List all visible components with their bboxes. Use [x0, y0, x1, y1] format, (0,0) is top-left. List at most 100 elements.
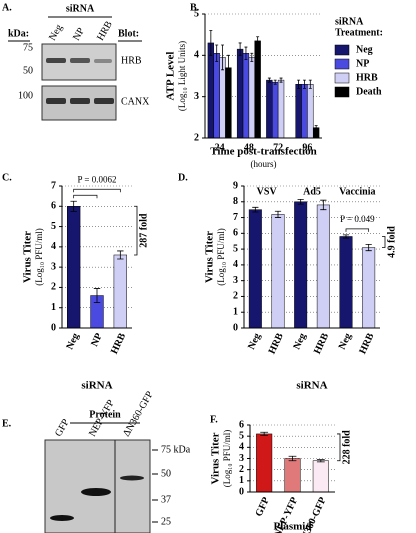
- error-bar: [260, 431, 269, 437]
- fold-label: 287 fold: [138, 213, 149, 248]
- x-tick-label: 48: [244, 142, 254, 153]
- y-tick-label: 2: [233, 291, 238, 302]
- blot-label: Blot:: [118, 28, 139, 39]
- bar: [295, 84, 302, 139]
- x-tick-label: GFP: [254, 496, 272, 519]
- y-tick-label: 3: [194, 91, 199, 102]
- fold-bracket: [382, 236, 386, 248]
- y-tick-label: 5: [194, 8, 199, 19]
- blot-band: [70, 58, 90, 63]
- bar: [256, 433, 273, 493]
- y-tick-label: 9: [233, 180, 238, 191]
- bar: [236, 48, 244, 139]
- group-label: Vaccinia: [339, 186, 375, 197]
- kda-label: kDa:: [8, 28, 29, 39]
- legend-swatch: [334, 44, 350, 56]
- row-label: HRB: [121, 55, 142, 66]
- marker-label: 25: [161, 516, 171, 527]
- panel-label: C.: [2, 172, 12, 183]
- bar: [316, 204, 330, 329]
- x-tick-label: Neg: [246, 332, 263, 352]
- y-tick-label: 0: [239, 486, 244, 497]
- fold-label: 228 fold: [341, 430, 352, 465]
- panel-label: D.: [178, 172, 188, 183]
- bar: [277, 79, 285, 139]
- bar: [113, 254, 127, 329]
- y-tick-label: 8: [233, 196, 238, 207]
- error-bar: [320, 199, 327, 211]
- blot-band: [120, 475, 144, 481]
- legend-title: siRNA: [335, 16, 364, 27]
- y-tick-label: 7: [233, 212, 238, 223]
- error-bar: [365, 243, 372, 252]
- bar: [307, 84, 314, 139]
- group-label: Ad5: [303, 186, 321, 197]
- x-tick-label: Neg: [64, 332, 81, 352]
- y-tick-label: 5: [233, 243, 238, 254]
- marker-label: 37: [161, 494, 171, 505]
- y-tick-label: 0: [51, 322, 56, 333]
- x-axis-title: siRNA: [81, 380, 112, 392]
- error-bar: [238, 42, 242, 56]
- x-tick-label: HRB: [312, 331, 331, 356]
- bar: [242, 53, 250, 139]
- fold-bracket: [134, 205, 138, 256]
- row-label: CANX: [121, 96, 150, 107]
- y-tick-label: 4: [194, 50, 199, 61]
- lane-label: ΔN360-GFP: [121, 389, 156, 438]
- error-bar: [226, 54, 230, 81]
- x-tick-label: NP: [89, 332, 105, 349]
- panel-label: F.: [210, 414, 218, 425]
- bar: [248, 209, 262, 329]
- y-axis-title: Virus Titer: [204, 231, 216, 283]
- y-tick-label: 6: [233, 228, 238, 239]
- y-tick-label: 1: [239, 475, 244, 486]
- x-axis-units: (hours): [251, 159, 277, 169]
- legend-swatch: [334, 72, 350, 84]
- legend-label: HRB: [356, 72, 378, 83]
- error-bar: [250, 52, 254, 62]
- error-bar: [314, 125, 318, 131]
- y-tick-label: 6: [239, 419, 244, 430]
- y-tick-label: 0: [233, 322, 238, 333]
- legend-label: Death: [356, 86, 382, 97]
- error-bar: [279, 77, 283, 83]
- error-bar: [267, 77, 271, 83]
- blot-band: [70, 98, 90, 104]
- error-bar: [70, 200, 77, 212]
- blot-band: [81, 488, 111, 496]
- bar: [254, 40, 261, 139]
- error-bar: [342, 234, 350, 239]
- fold-bracket: [337, 433, 341, 462]
- error-bar: [93, 288, 101, 304]
- error-bar: [209, 30, 213, 56]
- y-tick-label: 3: [239, 453, 244, 464]
- error-bar: [117, 250, 124, 260]
- error-bar: [297, 79, 301, 89]
- bar: [207, 42, 215, 139]
- y-axis-title: Virus Titer: [22, 231, 34, 283]
- y-tick-label: 3: [51, 261, 56, 272]
- legend-label: NP: [356, 58, 369, 69]
- error-bar: [316, 459, 325, 463]
- lane-label: HRB: [95, 19, 115, 43]
- y-tick-label: 1: [51, 302, 56, 313]
- y-axis-units: (Log₁₀ PFU/ml): [34, 228, 44, 286]
- x-tick-label: HRB: [357, 331, 376, 356]
- significance-bracket: [73, 188, 121, 193]
- bar: [248, 57, 255, 139]
- bar: [266, 79, 273, 139]
- p-value: P = 0.0062: [78, 174, 117, 184]
- error-bar: [308, 79, 312, 89]
- x-tick-label: Neg: [291, 332, 308, 352]
- bar: [284, 458, 301, 493]
- x-tick-label: 24: [215, 142, 225, 153]
- y-tick-label: 4: [239, 442, 244, 453]
- marker-label: 75 kDa: [161, 444, 191, 455]
- blot-header: Protein: [89, 409, 121, 420]
- lane-label: Neg: [47, 23, 65, 43]
- error-bar: [297, 199, 304, 205]
- y-tick-label: 2: [194, 132, 199, 143]
- error-bar: [274, 210, 282, 218]
- group-label: VSV: [257, 186, 278, 197]
